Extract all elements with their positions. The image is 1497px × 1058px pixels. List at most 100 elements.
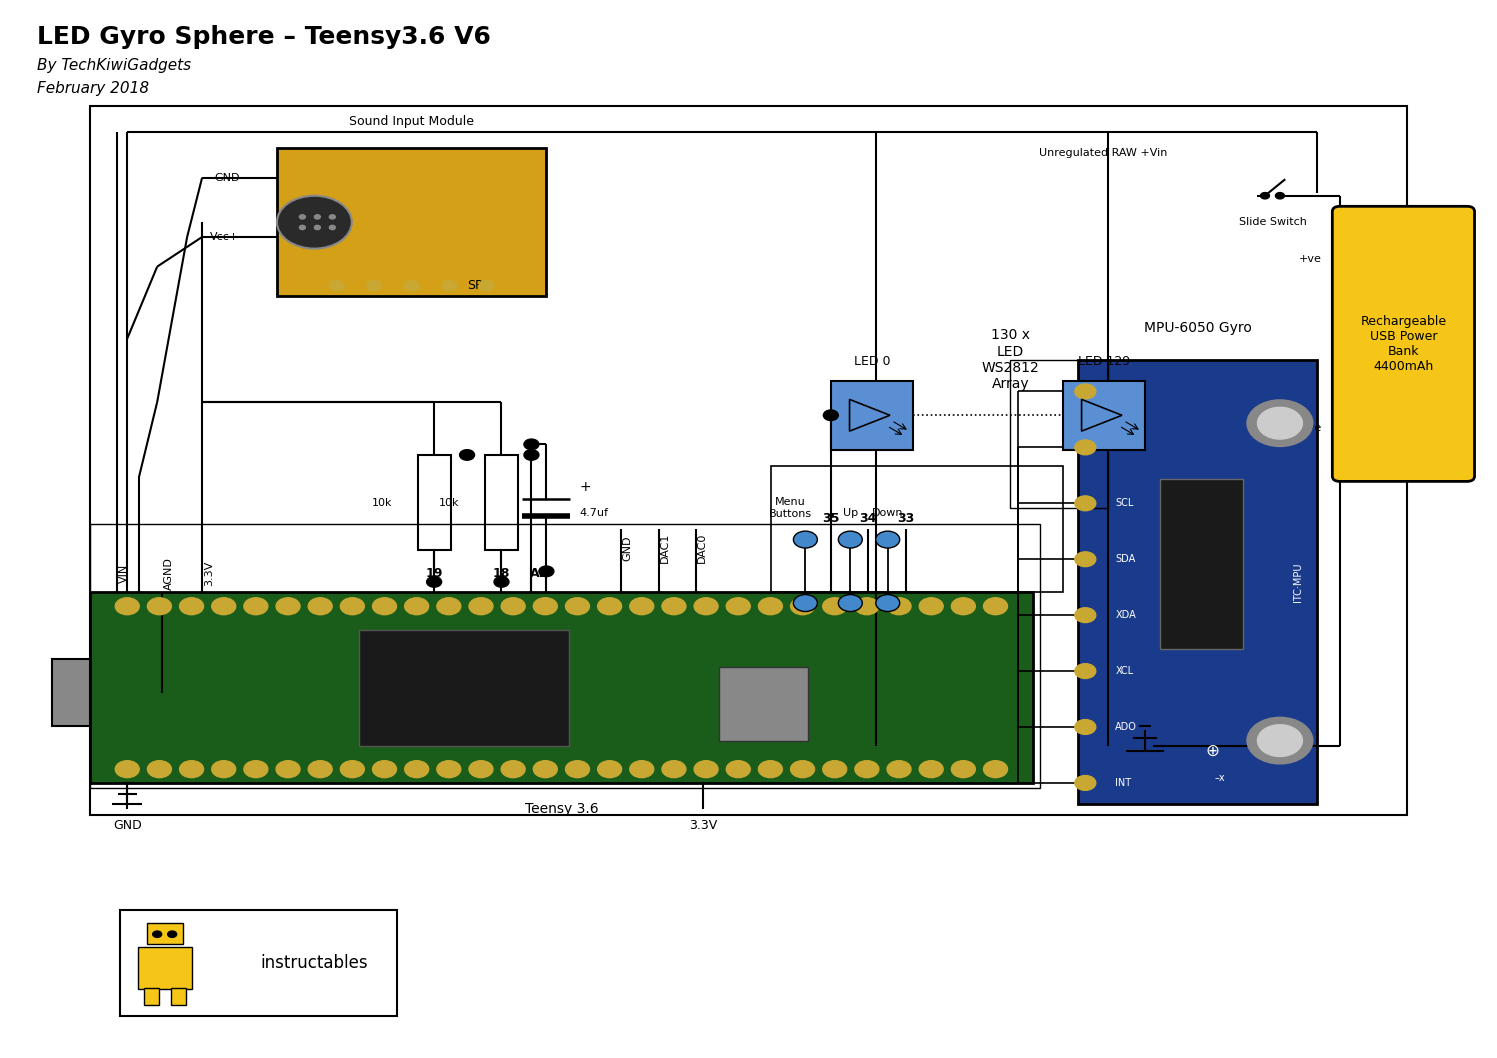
Circle shape	[211, 761, 235, 778]
Circle shape	[793, 531, 817, 548]
Text: 34: 34	[859, 512, 877, 525]
Text: GND: GND	[1115, 442, 1138, 453]
Text: LED 129: LED 129	[1078, 355, 1130, 368]
Text: 10k: 10k	[439, 497, 460, 508]
Circle shape	[524, 439, 539, 450]
Text: +ve: +ve	[1299, 254, 1322, 264]
Text: 3.3V: 3.3V	[689, 819, 717, 832]
Circle shape	[597, 761, 621, 778]
Text: GND: GND	[623, 535, 632, 561]
Text: MPU-6050 Gyro: MPU-6050 Gyro	[1144, 321, 1251, 335]
Circle shape	[1075, 440, 1096, 455]
Circle shape	[275, 598, 299, 615]
Circle shape	[437, 598, 461, 615]
Circle shape	[299, 225, 305, 230]
Circle shape	[539, 566, 554, 577]
Circle shape	[314, 225, 320, 230]
Bar	[171, 988, 186, 1005]
Text: Sound Input Module: Sound Input Module	[349, 115, 475, 128]
Circle shape	[566, 598, 590, 615]
Circle shape	[469, 761, 493, 778]
Circle shape	[695, 761, 719, 778]
Bar	[120, 910, 397, 1016]
Circle shape	[277, 196, 352, 249]
Circle shape	[888, 761, 912, 778]
Bar	[90, 106, 1407, 815]
Text: GND: GND	[214, 172, 240, 183]
Bar	[485, 455, 518, 550]
Circle shape	[340, 598, 364, 615]
Circle shape	[180, 761, 204, 778]
Text: -ve: -ve	[1304, 423, 1322, 434]
Circle shape	[115, 761, 139, 778]
Text: Down: Down	[871, 508, 904, 518]
Circle shape	[790, 598, 814, 615]
Circle shape	[329, 215, 335, 219]
Circle shape	[662, 598, 686, 615]
Circle shape	[501, 761, 525, 778]
Circle shape	[373, 761, 397, 778]
Text: 18: 18	[493, 567, 510, 580]
Circle shape	[329, 225, 335, 230]
Text: SCL: SCL	[1115, 498, 1133, 508]
Circle shape	[597, 598, 621, 615]
Bar	[359, 630, 569, 746]
Bar	[277, 148, 546, 296]
Circle shape	[790, 761, 814, 778]
Text: 35: 35	[822, 512, 840, 525]
Bar	[1160, 479, 1243, 649]
Bar	[144, 988, 159, 1005]
Circle shape	[1075, 776, 1096, 790]
Circle shape	[340, 761, 364, 778]
Circle shape	[115, 598, 139, 615]
Circle shape	[1075, 552, 1096, 567]
Circle shape	[1257, 725, 1302, 756]
Circle shape	[566, 761, 590, 778]
Text: Slide Switch: Slide Switch	[1238, 217, 1307, 227]
Circle shape	[726, 598, 750, 615]
Text: VCC: VCC	[1115, 386, 1135, 397]
Circle shape	[244, 761, 268, 778]
Text: 19: 19	[425, 567, 443, 580]
Circle shape	[244, 598, 268, 615]
Circle shape	[1247, 717, 1313, 764]
Bar	[138, 947, 192, 989]
Circle shape	[630, 598, 654, 615]
Circle shape	[147, 761, 171, 778]
Circle shape	[314, 215, 320, 219]
Circle shape	[1260, 193, 1269, 199]
Text: +: +	[579, 479, 591, 494]
Circle shape	[168, 931, 177, 937]
Circle shape	[823, 411, 838, 421]
Circle shape	[460, 450, 475, 460]
Circle shape	[427, 577, 442, 587]
Text: By TechKiwiGadgets: By TechKiwiGadgets	[37, 58, 192, 73]
Circle shape	[501, 598, 525, 615]
Circle shape	[469, 598, 493, 615]
Circle shape	[1075, 384, 1096, 399]
Circle shape	[984, 598, 1007, 615]
Circle shape	[876, 595, 900, 612]
Circle shape	[876, 531, 900, 548]
Text: Menu
Buttons: Menu Buttons	[769, 497, 811, 518]
Text: 10k: 10k	[371, 497, 392, 508]
Circle shape	[533, 761, 557, 778]
Text: SDA: SDA	[1115, 554, 1136, 564]
Circle shape	[494, 577, 509, 587]
Circle shape	[404, 280, 419, 291]
Text: ITC·MPU: ITC·MPU	[1293, 562, 1304, 602]
Circle shape	[759, 598, 783, 615]
Circle shape	[147, 598, 171, 615]
Bar	[90, 524, 1040, 788]
Text: 33: 33	[897, 512, 915, 525]
Circle shape	[308, 761, 332, 778]
Bar	[418, 455, 451, 550]
Circle shape	[695, 598, 719, 615]
Circle shape	[1075, 496, 1096, 511]
Circle shape	[759, 761, 783, 778]
Bar	[1078, 360, 1317, 804]
Circle shape	[838, 595, 862, 612]
Text: Teensy 3.6: Teensy 3.6	[524, 802, 599, 817]
Text: MK66FX1M0VMD18
0N65N
CTAE1544G: MK66FX1M0VMD18 0N65N CTAE1544G	[424, 678, 504, 708]
Text: SP1: SP1	[467, 279, 491, 292]
